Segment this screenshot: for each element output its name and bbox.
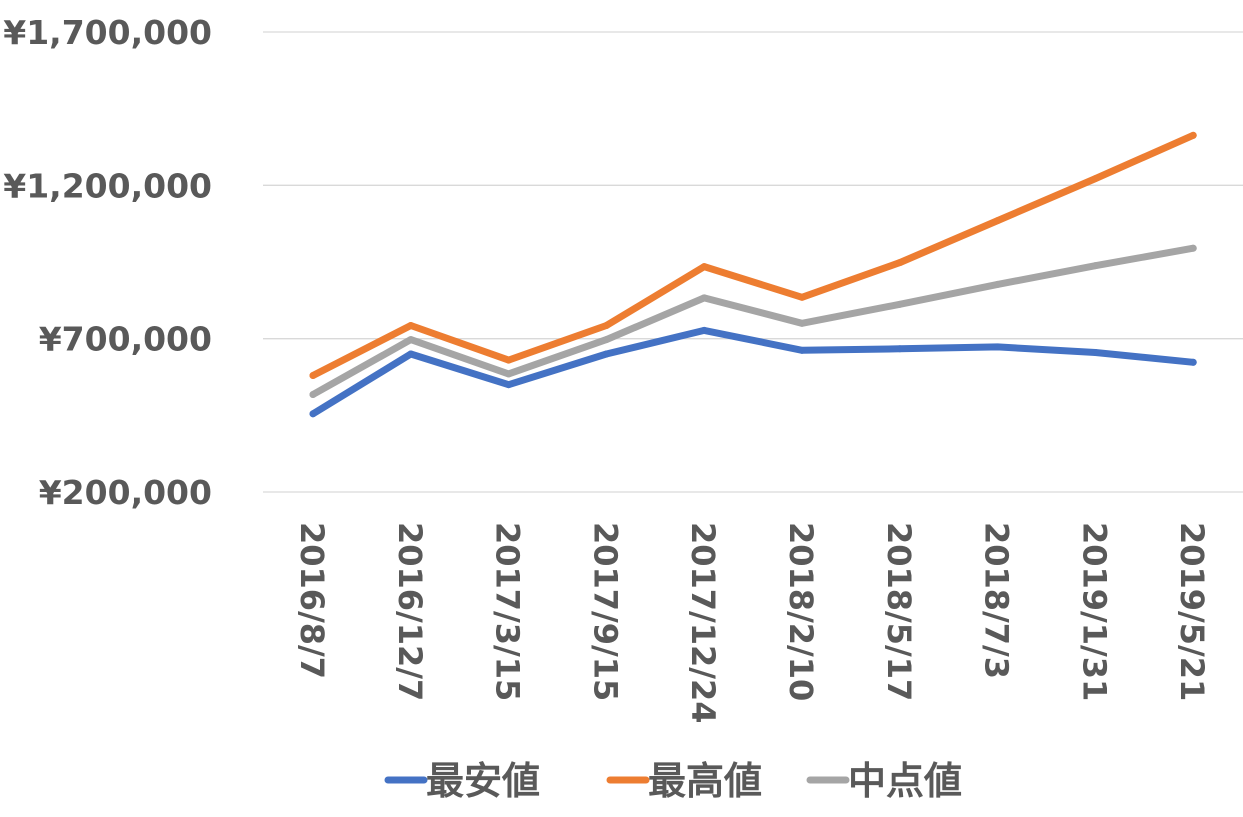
series-line-3 — [309, 244, 1197, 398]
x-tick-label: 2017/3/15 — [489, 522, 527, 701]
data-point — [505, 370, 513, 378]
gridlines — [263, 31, 1243, 493]
data-point — [602, 321, 610, 329]
data-point — [700, 326, 708, 334]
data-point — [994, 280, 1002, 288]
data-point — [994, 343, 1002, 351]
data-point — [602, 336, 610, 344]
data-point — [700, 294, 708, 302]
x-tick-label: 2019/1/31 — [1075, 522, 1113, 701]
data-point — [1189, 131, 1197, 139]
series-line-1 — [309, 326, 1197, 418]
data-point — [309, 410, 317, 418]
data-point — [505, 381, 513, 389]
x-tick-label: 2018/2/10 — [782, 522, 820, 701]
data-point — [309, 371, 317, 379]
y-tick-label: ¥200,000 — [39, 473, 212, 512]
data-point — [798, 293, 806, 301]
data-point — [1091, 262, 1099, 270]
data-point — [1091, 175, 1099, 183]
data-point — [896, 259, 904, 267]
x-tick-label: 2016/8/7 — [293, 522, 331, 679]
data-point — [407, 321, 415, 329]
series-lines — [309, 131, 1197, 418]
data-point — [407, 336, 415, 344]
data-point — [1189, 244, 1197, 252]
data-point — [407, 350, 415, 358]
x-tick-label: 2017/12/24 — [684, 522, 722, 724]
data-point — [1189, 358, 1197, 366]
data-point — [309, 390, 317, 398]
data-point — [798, 319, 806, 327]
data-point — [1091, 348, 1099, 356]
data-point — [505, 356, 513, 364]
legend-label: 中点値 — [848, 759, 962, 803]
series-line-2 — [309, 131, 1197, 379]
data-point — [602, 350, 610, 358]
data-point — [798, 346, 806, 354]
legend-label: 最安値 — [426, 759, 540, 803]
y-axis-tick-labels: ¥200,000 ¥700,000 ¥1,200,000 ¥1,700,000 — [3, 13, 212, 512]
x-tick-label: 2018/7/3 — [978, 522, 1016, 679]
y-tick-label: ¥1,700,000 — [3, 13, 212, 52]
x-tick-label: 2016/12/7 — [391, 522, 429, 701]
y-tick-label: ¥700,000 — [39, 320, 212, 359]
x-tick-label: 2018/5/17 — [880, 522, 918, 701]
data-point — [994, 217, 1002, 225]
data-point — [896, 300, 904, 308]
legend-label: 最高値 — [648, 759, 762, 803]
y-tick-label: ¥1,200,000 — [3, 166, 212, 205]
x-tick-label: 2017/9/15 — [586, 522, 624, 701]
data-point — [700, 263, 708, 271]
x-axis-tick-labels: 2016/8/7 2016/12/7 2017/3/15 2017/9/15 2017/… — [293, 522, 1211, 724]
legend: 最安値 最高値 中点値 — [384, 759, 962, 803]
data-point — [896, 345, 904, 353]
x-tick-label: 2019/5/21 — [1173, 522, 1211, 701]
